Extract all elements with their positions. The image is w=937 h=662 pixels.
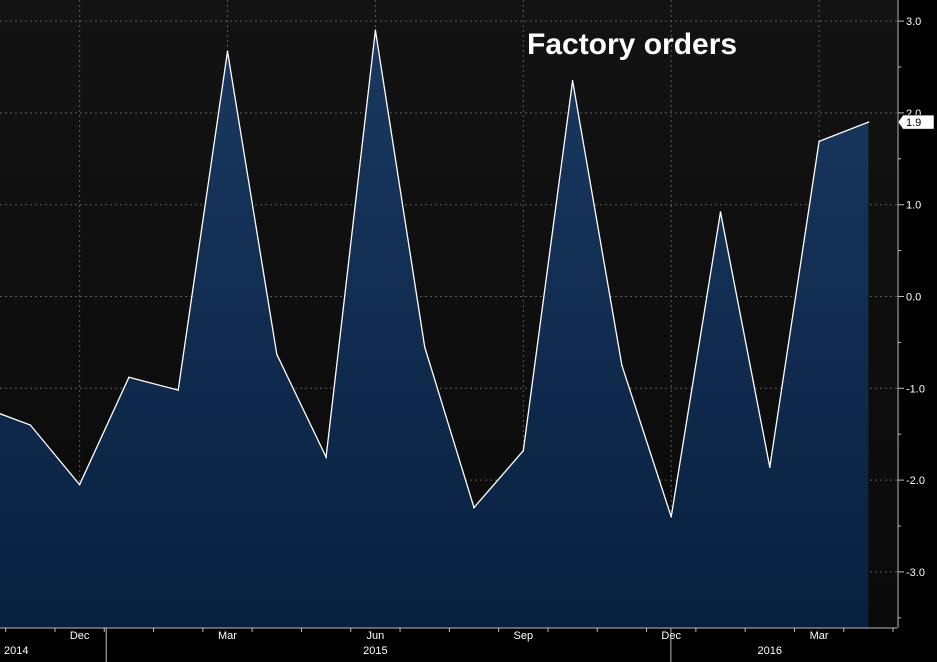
series — [0, 29, 870, 628]
last-value-badge — [897, 114, 935, 130]
data-point — [423, 346, 426, 348]
y-tick-label: 1.0 — [906, 200, 921, 212]
data-point — [621, 364, 623, 367]
data-point — [571, 80, 574, 82]
y-tick-label: 3.0 — [906, 16, 921, 28]
data-point — [719, 211, 722, 213]
y-tick-label: -1.0 — [906, 383, 925, 395]
data-point — [276, 353, 278, 356]
x-tick-label: Sep — [514, 630, 534, 642]
x-year-label: 2015 — [363, 645, 387, 657]
data-point — [177, 389, 179, 391]
data-point — [29, 424, 32, 426]
x-tick-label: Dec — [70, 630, 90, 642]
y-tick-label: -3.0 — [906, 567, 925, 579]
data-point — [325, 456, 327, 458]
data-point — [818, 140, 820, 143]
x-year-label: 2016 — [758, 645, 782, 657]
data-point — [769, 466, 771, 469]
data-point — [78, 483, 81, 486]
chart-title: Factory orders — [527, 28, 737, 61]
x-tick-label: Mar — [218, 630, 237, 642]
y-tick-label: -2.0 — [906, 475, 925, 487]
data-point — [128, 376, 130, 379]
data-point — [522, 449, 525, 452]
x-tick-label: Mar — [810, 630, 829, 642]
x-tick-label: Jun — [367, 630, 385, 642]
x-tick-label: Dec — [661, 630, 681, 642]
data-point — [867, 121, 870, 123]
x-year-label: 2014 — [4, 645, 28, 657]
data-point — [226, 50, 229, 53]
data-point — [374, 29, 377, 32]
last-value-label: 1.9 — [906, 117, 921, 129]
data-point — [670, 516, 672, 518]
y-tick-label: 0.0 — [906, 292, 921, 304]
data-point — [473, 506, 475, 509]
series-area — [0, 30, 869, 628]
